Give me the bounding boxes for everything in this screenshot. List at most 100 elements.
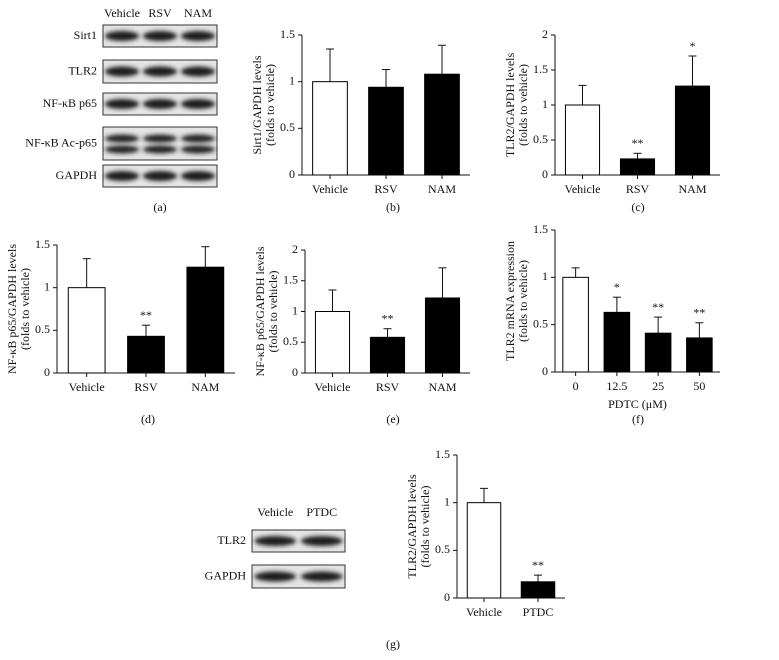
blot-band <box>142 66 178 77</box>
error-bar <box>326 48 334 82</box>
panel-label: (g) <box>386 637 400 651</box>
blot-band <box>254 571 297 582</box>
y-axis-label: Sirt1/GAPDH levels <box>250 55 264 154</box>
y-tick-label: 0 <box>444 590 450 604</box>
x-tick-label: Vehicle <box>312 182 348 196</box>
lane-label: PTDC <box>306 505 337 519</box>
blot-band <box>180 171 216 181</box>
y-tick-label: 0.5 <box>35 322 50 336</box>
error-bar <box>438 267 447 298</box>
y-tick-label: 0 <box>542 364 548 378</box>
lane-label: NAM <box>184 6 212 20</box>
blot-band <box>104 134 140 143</box>
panel-label: (e) <box>386 412 399 426</box>
x-tick-label: Vehicle <box>69 380 105 394</box>
significance: * <box>690 39 696 53</box>
row-label: NF-κB Ac-p65 <box>25 135 97 149</box>
y-tick-label: 1.5 <box>435 447 450 461</box>
row-label: TLR2 <box>217 533 246 547</box>
row-label: NF-κB p65 <box>43 96 97 110</box>
x-tick-label: NAM <box>428 380 456 394</box>
error-bar <box>578 84 587 105</box>
panel-label: (b) <box>386 200 400 214</box>
y-tick-label: 1 <box>542 269 548 283</box>
error-bar <box>383 328 392 338</box>
error-bar <box>688 55 697 87</box>
bar <box>424 73 460 176</box>
y-tick-label: 1 <box>542 97 548 111</box>
y-axis-label: TLR2 mRNA expression <box>503 241 517 361</box>
x-tick-label: 25 <box>652 379 664 393</box>
y-tick-label: 0.5 <box>283 334 298 348</box>
y-tick-label: 0 <box>289 167 295 181</box>
y-tick-label: 1.5 <box>283 273 298 287</box>
y-tick-label: 0 <box>542 167 548 181</box>
x-tick-label: Vehicle <box>565 182 601 196</box>
blot-band <box>142 145 178 154</box>
x-tick-label: 0 <box>573 379 579 393</box>
blot-band <box>142 31 178 41</box>
blot-band <box>180 31 216 41</box>
blot-band <box>180 66 216 77</box>
blot-band <box>142 99 178 109</box>
lane-label: RSV <box>148 6 172 20</box>
error-bar <box>695 322 704 338</box>
blot-band <box>180 145 216 154</box>
blot-band <box>300 571 343 582</box>
bar <box>564 104 601 176</box>
x-tick-label: NAM <box>678 182 706 196</box>
y-tick-label: 0.5 <box>533 316 548 330</box>
error-bar <box>82 258 91 288</box>
blot-band <box>142 134 178 143</box>
bar <box>314 311 351 374</box>
error-bar <box>142 324 150 337</box>
significance: ** <box>140 308 152 322</box>
y-axis-label: (folds to vehicle) <box>266 271 280 353</box>
x-tick-label: RSV <box>626 182 650 196</box>
error-bar <box>633 152 642 159</box>
x-tick-label: RSV <box>134 380 158 394</box>
y-tick-label: 0.5 <box>280 120 295 134</box>
x-axis-label: PDTC (μM) <box>608 397 667 411</box>
y-axis-label: (folds to vehicle) <box>516 64 530 146</box>
x-tick-label: NAM <box>428 182 456 196</box>
blot-frame <box>251 529 346 553</box>
y-tick-label: 0.5 <box>533 132 548 146</box>
y-tick-label: 0 <box>44 365 50 379</box>
bar <box>520 581 556 599</box>
y-axis-label: TLR2/GAPDH levels <box>503 53 517 158</box>
bar <box>603 311 631 373</box>
blot-band <box>180 99 216 109</box>
y-axis-label: NF-κB p65/GAPDH levels <box>253 246 267 376</box>
lane-label: Vehicle <box>257 505 293 519</box>
significance: ** <box>382 311 394 325</box>
y-axis-label: TLR2/GAPDH levels <box>405 474 419 579</box>
error-bar <box>382 69 390 88</box>
significance: ** <box>652 300 664 314</box>
y-tick-label: 1.5 <box>533 62 548 76</box>
y-tick-label: 2 <box>292 242 298 256</box>
blot-frame <box>251 564 346 589</box>
panel-label: (c) <box>631 200 644 214</box>
y-axis-label: NF-κB p65/GAPDH levels <box>5 244 19 374</box>
bar <box>644 332 672 373</box>
row-label: GAPDH <box>205 568 247 582</box>
y-tick-label: 2 <box>542 27 548 41</box>
error-bar <box>571 267 580 278</box>
blot-band <box>104 66 140 77</box>
x-tick-label: NAM <box>191 380 219 394</box>
significance: ** <box>532 558 544 572</box>
blot-band <box>104 145 140 154</box>
y-tick-label: 1 <box>289 73 295 87</box>
significance: ** <box>632 136 644 150</box>
error-bar <box>438 44 446 75</box>
bar <box>466 502 502 599</box>
blot-band <box>300 536 343 546</box>
y-tick-label: 1.5 <box>533 222 548 236</box>
error-bar <box>328 289 337 312</box>
blot-band <box>104 31 140 41</box>
y-tick-label: 0.5 <box>435 542 450 556</box>
row-label: GAPDH <box>56 168 98 182</box>
row-label: TLR2 <box>68 63 97 77</box>
